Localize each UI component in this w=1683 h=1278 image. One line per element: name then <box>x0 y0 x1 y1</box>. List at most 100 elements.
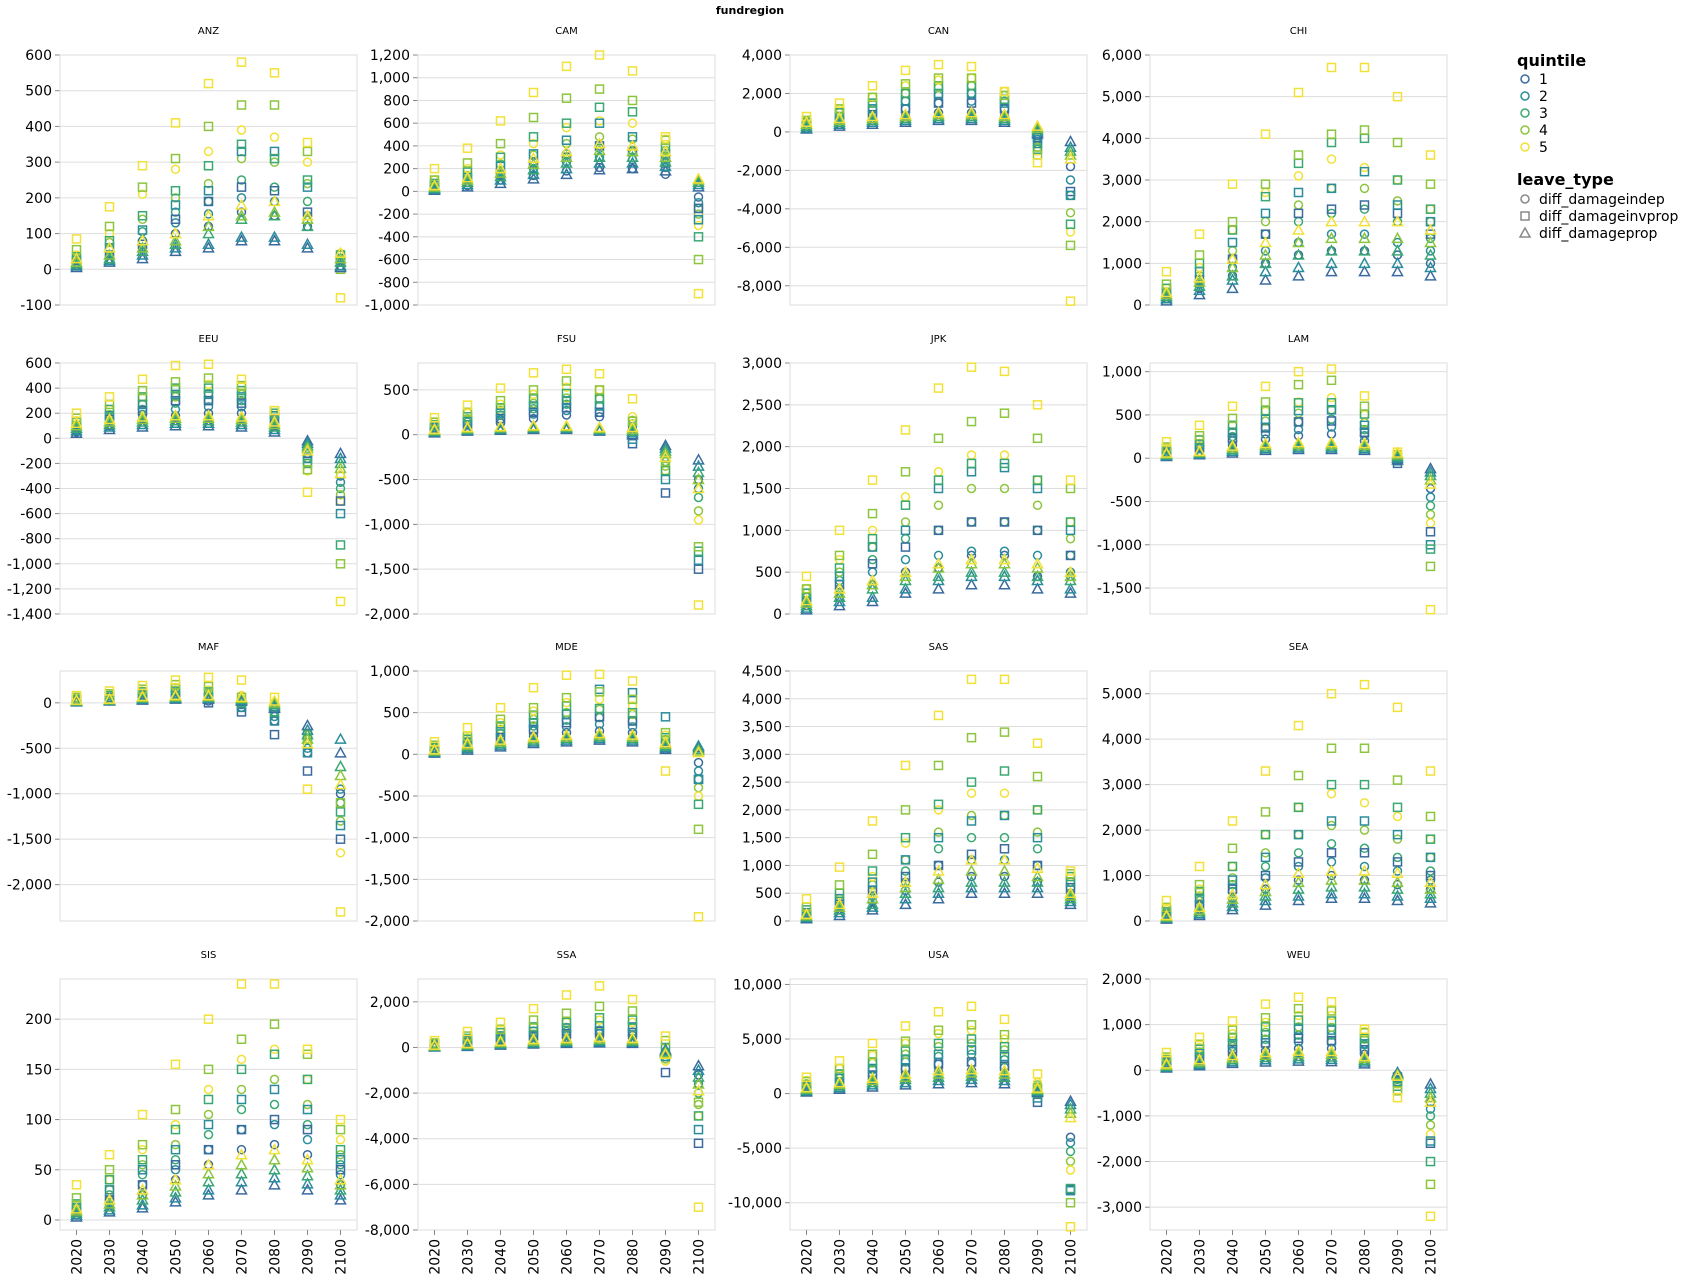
y-tick-label: 1,000 <box>370 664 410 680</box>
point-diff_damageindep-q5 <box>495 150 506 160</box>
point-diff_damageprop-q5 <box>593 1030 606 1043</box>
y-tick-label: 3,500 <box>742 720 782 736</box>
point-diff_damageprop-q5 <box>866 573 879 586</box>
point-diff_damageinvprop-q4 <box>1326 129 1337 139</box>
x-tick-label: 2040 <box>136 1239 152 1275</box>
point-diff_damageinvprop-q1 <box>1359 427 1370 437</box>
point-diff_damageinvprop-q5 <box>999 674 1010 685</box>
point-diff_damageinvprop-q3 <box>1293 398 1304 408</box>
point-diff_damageinvprop-q4 <box>203 373 214 383</box>
point-diff_damageprop-q5 <box>965 106 978 118</box>
point-diff_damageinvprop-q4 <box>1425 561 1436 572</box>
panel-frame <box>1149 362 1448 615</box>
point-diff_damageprop-q4 <box>1325 231 1338 244</box>
point-diff_damageinvprop-q5 <box>834 1056 845 1066</box>
point-diff_damageinvprop-q2 <box>693 1124 704 1135</box>
point-diff_damageinvprop-q4 <box>335 1124 346 1135</box>
point-diff_damageinvprop-q5 <box>137 160 148 171</box>
point-diff_damageinvprop-q3 <box>999 766 1010 776</box>
y-tick-label: -2,000 <box>365 914 410 930</box>
point-diff_damageinvprop-q2 <box>495 408 506 418</box>
point-diff_damageinvprop-q5 <box>1227 401 1238 412</box>
point-diff_damageinvprop-q5 <box>900 1021 911 1031</box>
point-diff_damageinvprop-q1 <box>236 398 247 408</box>
point-diff_damageindep-q4 <box>693 782 704 793</box>
point-diff_damageprop-q1 <box>932 892 945 904</box>
y-tick-label: 1,500 <box>742 831 782 847</box>
point-diff_damageinvprop-q3 <box>1293 1015 1304 1025</box>
point-diff_damageprop-q4 <box>659 150 672 163</box>
point-diff_damageindep-q3 <box>269 1099 280 1110</box>
point-diff_damageinvprop-q3 <box>1359 1033 1370 1044</box>
point-diff_damageprop-q5 <box>593 137 606 149</box>
y-tick-label: -2,000 <box>365 607 410 623</box>
point-diff_damageinvprop-q5 <box>71 1180 82 1190</box>
point-diff_damageindep-q5 <box>900 1038 911 1049</box>
point-diff_damageprop-q2 <box>1031 881 1044 893</box>
panel-weu: WEU 2,000 1,000 0 -1,000 -2,000 -3,000 2020 2030… <box>1097 950 1448 1275</box>
point-diff_damageprop-q1 <box>235 1183 248 1195</box>
point-diff_damageinvprop-q5 <box>561 364 572 375</box>
point-diff_damageprop-q5 <box>833 111 846 124</box>
point-diff_damageinvprop-q3 <box>966 1034 977 1044</box>
point-diff_damageprop-q5 <box>461 171 474 183</box>
point-diff_damageprop-q5 <box>1064 886 1077 898</box>
point-diff_damageinvprop-q5 <box>335 293 346 303</box>
point-diff_damageinvprop-q3 <box>1326 137 1337 148</box>
point-diff_damageprop-q5 <box>70 416 83 428</box>
point-diff_damageprop-q5 <box>70 252 83 264</box>
point-diff_damageinvprop-q4 <box>495 1024 506 1034</box>
point-diff_damageinvprop-q5 <box>900 65 911 76</box>
y-tick-label: 400 <box>25 119 52 135</box>
point-diff_damageprop-q2 <box>70 259 83 271</box>
panel-frame <box>59 670 358 922</box>
y-tick-label: 100 <box>25 1113 52 1129</box>
point-diff_damageprop-q4 <box>965 1066 978 1078</box>
point-diff_damageinvprop-q5 <box>1227 816 1238 826</box>
point-diff_damageprop-q1 <box>136 1201 149 1213</box>
point-diff_damageinvprop-q4 <box>1425 179 1436 189</box>
y-tick-label: 3,000 <box>1102 173 1142 189</box>
point-diff_damageprop-q1 <box>1358 265 1371 277</box>
y-tick-label: -8,000 <box>737 279 782 295</box>
point-diff_damageprop-q4 <box>1292 875 1305 888</box>
point-diff_damageindep-q5 <box>302 157 313 167</box>
point-diff_damageinvprop-q4 <box>1260 807 1271 817</box>
x-tick-label: 2030 <box>103 1239 119 1275</box>
point-diff_damageinvprop-q4 <box>1194 879 1205 890</box>
point-diff_damageindep-q5 <box>999 450 1010 460</box>
point-diff_damageinvprop-q3 <box>302 458 313 469</box>
point-diff_damageprop-q3 <box>833 903 846 915</box>
point-diff_damageindep-q4 <box>1326 183 1337 194</box>
point-diff_damageprop-q5 <box>800 907 813 920</box>
point-diff_damageinvprop-q4 <box>900 805 911 815</box>
point-diff_damageprop-q2 <box>202 1183 215 1195</box>
point-diff_damageprop-q3 <box>1358 440 1371 452</box>
panel-jpk: JPK 3,000 2,500 2,000 1,500 1,000 500 0 <box>742 334 1088 623</box>
x-tick-label: 2080 <box>626 1239 642 1275</box>
y-tick-label: 0 <box>773 125 782 141</box>
point-diff_damageindep-q5 <box>900 492 911 502</box>
point-diff_damageprop-q5 <box>1259 1045 1272 1058</box>
point-diff_damageinvprop-q1 <box>966 517 977 527</box>
point-diff_damageprop-q2 <box>899 892 912 904</box>
point-diff_damageinvprop-q1 <box>1293 208 1304 219</box>
y-tick-label: -1,500 <box>365 562 410 578</box>
point-diff_damageinvprop-q5 <box>966 362 977 372</box>
point-diff_damageprop-q4 <box>965 108 978 120</box>
point-diff_damageinvprop-q2 <box>302 1104 313 1115</box>
point-diff_damageprop-q4 <box>932 872 945 885</box>
y-tick-label: 5,000 <box>1102 687 1142 703</box>
point-diff_damageinvprop-q5 <box>594 369 605 379</box>
point-diff_damageinvprop-q4 <box>693 824 704 835</box>
point-diff_damageindep-q5 <box>1065 1165 1076 1175</box>
y-tick-label: 100 <box>25 227 52 243</box>
point-diff_damageprop-q5 <box>202 689 215 701</box>
point-diff_damageinvprop-q3 <box>999 458 1010 469</box>
y-tick-label: 150 <box>25 1062 52 1078</box>
point-diff_damageinvprop-q5 <box>1194 229 1205 239</box>
point-diff_damageinvprop-q5 <box>594 981 605 991</box>
y-tick-label: -100 <box>20 298 52 314</box>
point-diff_damageindep-q4 <box>1425 1120 1436 1130</box>
